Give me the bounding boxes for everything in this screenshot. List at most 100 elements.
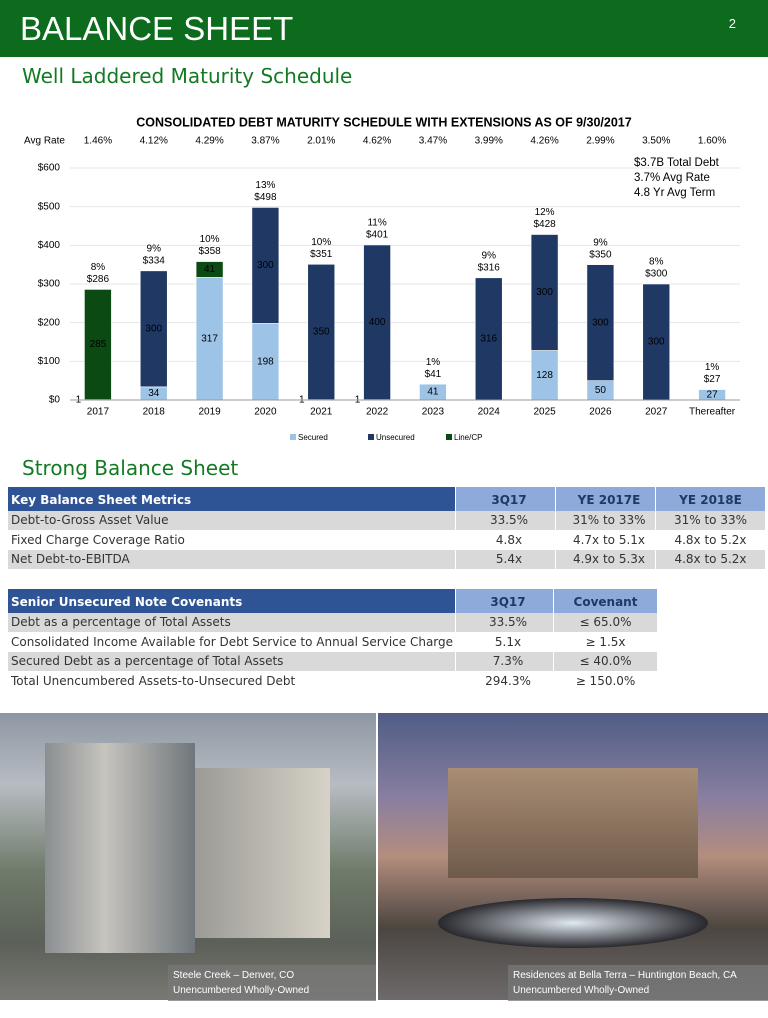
annotation: 4.8 Yr Avg Term xyxy=(634,187,715,199)
pct-label: 8% xyxy=(649,257,664,268)
subcaption: Unencumbered Wholly-Owned xyxy=(513,985,650,996)
photo: Steele Creek – Denver, CO Unencumbered Wh… xyxy=(0,713,376,1001)
table-cell: ≤ 65.0% xyxy=(553,613,657,632)
x-tick-label: 2025 xyxy=(533,407,556,418)
header-bar xyxy=(0,0,768,57)
segment-label: 400 xyxy=(369,317,386,328)
avg-rate: 1.46% xyxy=(84,136,112,147)
annotation: 3.7% Avg Rate xyxy=(634,172,710,184)
avg-rate: 4.12% xyxy=(140,136,168,147)
building xyxy=(448,768,698,878)
y-tick-label: $600 xyxy=(38,163,61,174)
bar-segment xyxy=(84,289,112,400)
x-tick-label: 2017 xyxy=(87,407,110,418)
table-cell: ≥ 1.5x xyxy=(553,632,657,652)
segment-label: 27 xyxy=(707,389,719,400)
pct-label: 8% xyxy=(91,262,106,273)
table-cell: Key Balance Sheet Metrics xyxy=(8,487,461,511)
pct-label: 10% xyxy=(311,237,331,248)
pct-label: 9% xyxy=(482,250,497,261)
table-cell: Secured Debt as a percentage of Total As… xyxy=(8,652,461,671)
total-label: $351 xyxy=(310,249,333,260)
page-title: BALANCE SHEET xyxy=(20,10,294,47)
bar-segment xyxy=(474,277,503,401)
table-cell: Consolidated Income Available for Debt S… xyxy=(11,634,454,649)
segment-label: 198 xyxy=(257,356,274,367)
pct-label: 11% xyxy=(367,218,386,229)
bar-segment xyxy=(251,323,280,401)
y-tick-label: $0 xyxy=(49,395,61,406)
segment-label: 34 xyxy=(148,388,160,399)
x-tick-label: 2024 xyxy=(478,407,501,418)
avg-rate: 3.47% xyxy=(419,136,447,147)
avg-rate: 2.99% xyxy=(586,136,614,147)
table-cell: 33.5% xyxy=(455,511,562,530)
table-cell: Total Unencumbered Assets-to-Unsecured D… xyxy=(11,673,296,688)
segment-label: 41 xyxy=(427,387,439,398)
avg-rate: 4.62% xyxy=(363,136,391,147)
bar-segment xyxy=(586,264,615,381)
table-cell: Net Debt-to-EBITDA xyxy=(8,550,461,569)
table-cell: Debt-to-Gross Asset Value xyxy=(8,511,461,530)
pct-label: 1% xyxy=(705,362,720,373)
table-cell: Covenant xyxy=(553,589,657,613)
segment-label: 128 xyxy=(536,370,553,381)
table-cell: 3Q17 xyxy=(455,589,560,613)
segment-label: 300 xyxy=(536,287,553,298)
building xyxy=(195,768,330,938)
segment-label: 300 xyxy=(592,317,609,328)
bar-segment xyxy=(251,207,280,324)
table-cell: 294.3% xyxy=(455,671,560,691)
legend-label: Secured xyxy=(298,433,328,442)
bar-segment xyxy=(195,261,224,278)
table-cell: 4.8x to 5.2x xyxy=(655,530,765,550)
total-label: $358 xyxy=(198,246,221,257)
bar-segment xyxy=(195,277,224,401)
avg-rate-label: Avg Rate xyxy=(24,136,65,147)
table-cell: 4.9x to 5.3x xyxy=(555,550,662,569)
segment-label: 50 xyxy=(595,385,607,396)
total-label: $428 xyxy=(533,219,556,230)
x-tick-label: 2021 xyxy=(310,407,333,418)
photo-caption: Steele Creek – Denver, CO Unencumbered Wh… xyxy=(168,965,376,1001)
building xyxy=(45,743,195,953)
segment-label: 41 xyxy=(204,264,216,275)
y-tick-label: $200 xyxy=(38,317,61,328)
table-cell: 4.7x to 5.1x xyxy=(555,530,662,550)
photo: Residences at Bella Terra – Huntington B… xyxy=(378,713,768,1001)
section-title: Strong Balance Sheet xyxy=(22,456,239,480)
metrics-table: Key Balance Sheet Metrics 3Q17 YE 2017E YE … xyxy=(8,487,765,572)
table-cell: ≤ 40.0% xyxy=(553,652,657,671)
total-label: $498 xyxy=(254,192,277,203)
caption: Steele Creek – Denver, CO xyxy=(173,970,295,981)
avg-rate: 3.50% xyxy=(642,136,670,147)
avg-rate: 4.26% xyxy=(530,136,558,147)
x-tick-label: 2019 xyxy=(198,407,221,418)
segment-label: 350 xyxy=(313,327,330,338)
pct-label: 13% xyxy=(255,180,275,191)
table-cell: 31% to 33% xyxy=(555,511,662,530)
fountain xyxy=(438,898,708,948)
x-tick-label: 2018 xyxy=(143,407,166,418)
x-tick-label: Thereafter xyxy=(689,407,736,418)
covenants-table: Senior Unsecured Note Covenants 3Q17 Coven… xyxy=(8,589,657,691)
pct-label: 12% xyxy=(535,207,555,218)
table-cell: 3Q17 xyxy=(455,487,562,511)
total-label: $401 xyxy=(366,230,389,241)
legend-label: Unsecured xyxy=(376,433,415,442)
pct-label: 1% xyxy=(426,357,441,368)
legend-swatch xyxy=(368,434,374,440)
table-cell: 33.5% xyxy=(455,613,560,632)
table-cell: YE 2017E xyxy=(555,487,662,511)
x-tick-label: 2022 xyxy=(366,407,389,418)
chart-title: CONSOLIDATED DEBT MATURITY SCHEDULE WITH… xyxy=(136,115,631,129)
bar-segment xyxy=(530,234,559,351)
total-label: $350 xyxy=(589,249,612,260)
avg-rate: 2.01% xyxy=(307,136,335,147)
bar-segment xyxy=(363,244,391,400)
total-label: $27 xyxy=(704,374,721,385)
avg-rate: 1.60% xyxy=(698,136,726,147)
legend-swatch xyxy=(446,434,452,440)
total-label: $316 xyxy=(478,262,501,273)
